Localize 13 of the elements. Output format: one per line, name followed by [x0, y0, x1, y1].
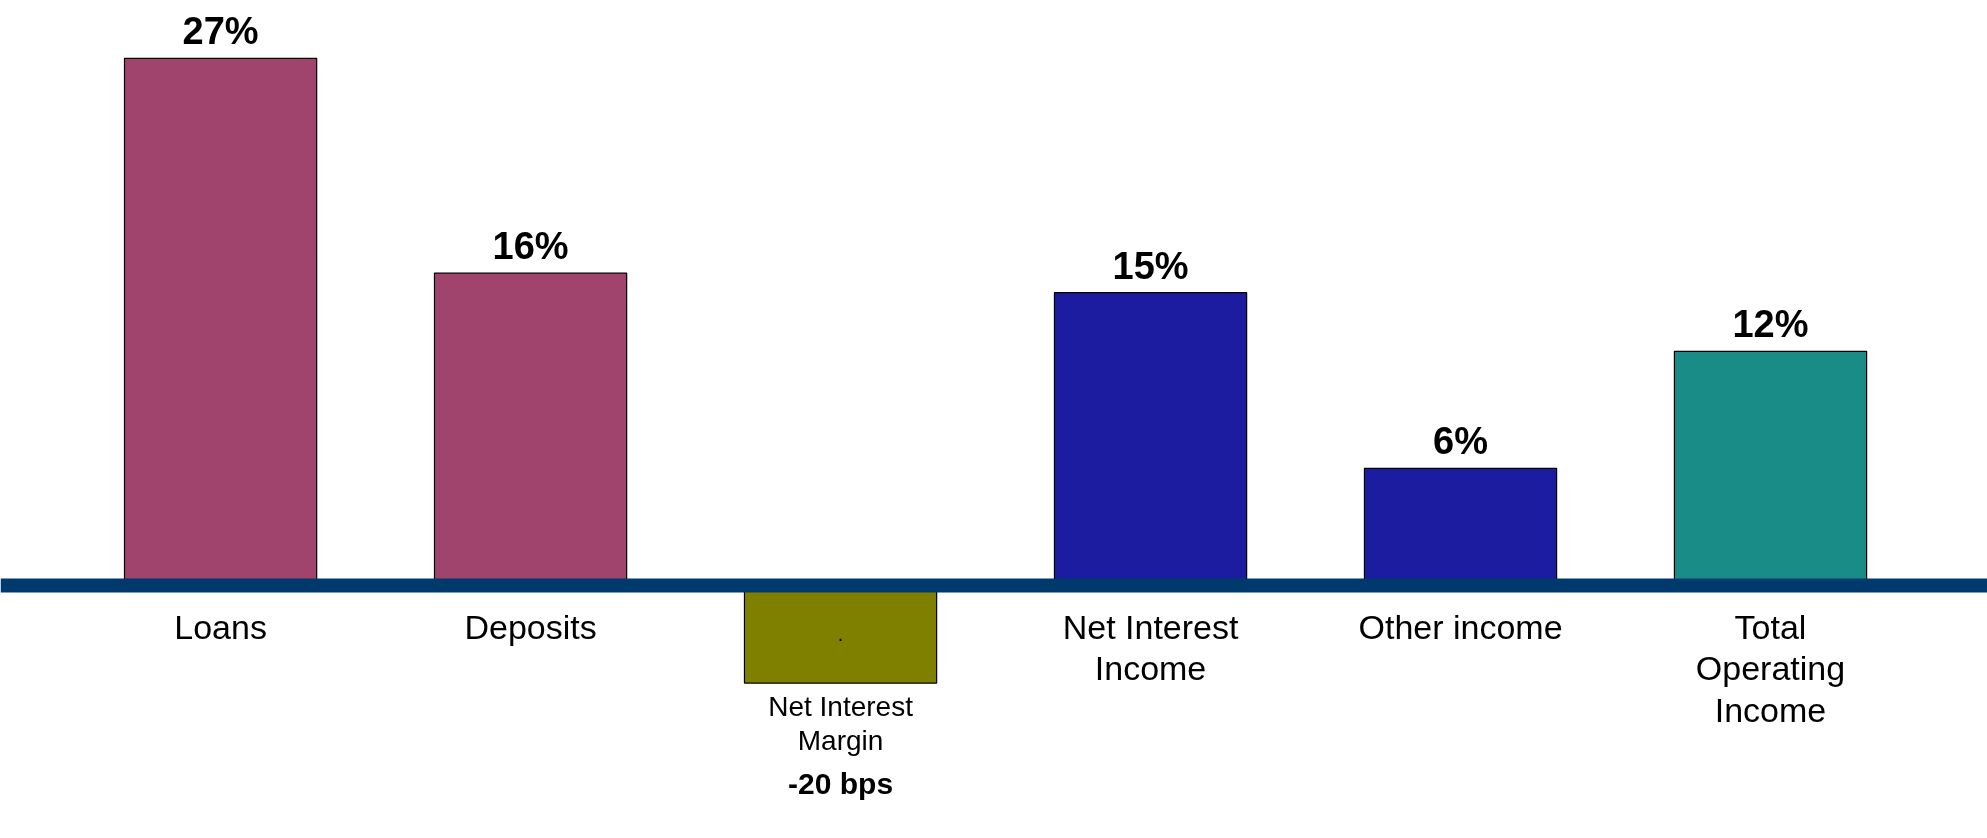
data-label: 15%: [1112, 244, 1189, 287]
x-tick-label: Loans: [174, 607, 267, 646]
x-tick-label: Deposits: [464, 607, 597, 646]
data-label: 6%: [1433, 420, 1488, 463]
data-label: 16%: [492, 225, 569, 268]
data-label: 27%: [182, 10, 259, 53]
x-tick-label: Total Operating Income: [1695, 607, 1846, 730]
x-tick-label: Other income: [1358, 607, 1563, 646]
annotation: -20 bps: [788, 767, 894, 801]
x-tick-label: Net Interest Income: [1062, 607, 1239, 688]
annotation: .: [837, 623, 844, 646]
data-label: 12%: [1732, 303, 1809, 346]
x-tick-label: Net Interest Margin: [768, 691, 914, 757]
